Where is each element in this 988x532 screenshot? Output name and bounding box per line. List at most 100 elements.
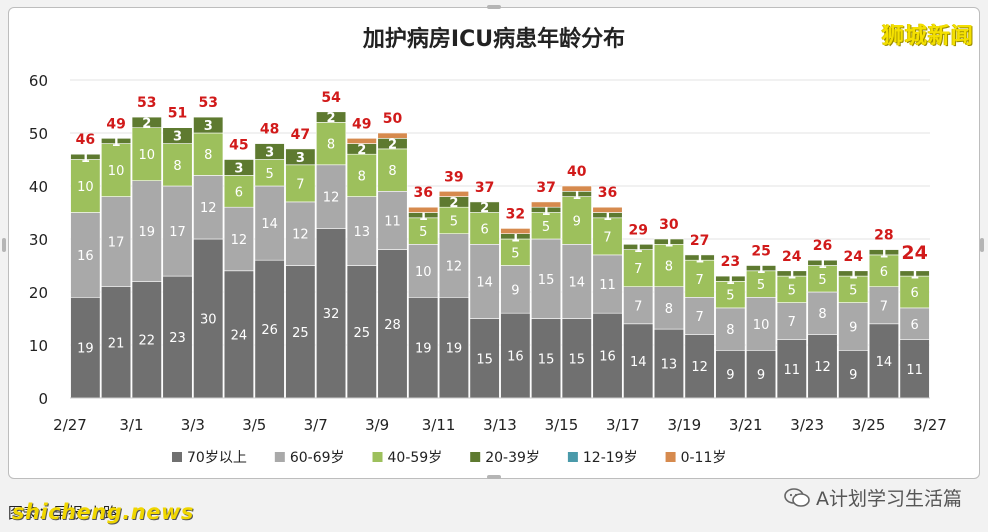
y-tick-label: 40 [29, 178, 48, 196]
total-value-label: 49 [106, 116, 125, 132]
x-tick-label: 3/27 [913, 416, 947, 434]
bar-segment [377, 132, 408, 139]
total-value-label: 26 [813, 238, 832, 254]
y-tick-label: 10 [29, 337, 48, 355]
segment-value-label: 13 [354, 225, 371, 240]
bar-segment [561, 318, 592, 399]
segment-value-label: 3 [296, 151, 305, 166]
total-value-label: 36 [598, 185, 617, 201]
bar-segment [285, 148, 316, 166]
bar-segment [254, 143, 285, 160]
bar-segment [162, 275, 193, 399]
bar-segment [469, 212, 500, 245]
segment-value-label: 16 [599, 350, 616, 365]
x-tick-label: 3/19 [667, 416, 701, 434]
total-value-label: 27 [690, 233, 709, 249]
segment-value-label: 5 [726, 289, 734, 304]
segment-value-label: 17 [108, 236, 125, 251]
total-value-label: 24 [782, 249, 802, 265]
total-value-label: 47 [291, 127, 310, 143]
bar-segment [807, 291, 838, 335]
segment-value-label: 9 [573, 214, 581, 229]
bar-segment [653, 286, 684, 330]
brand-logo-text: 狮城新闻 [881, 24, 974, 49]
wechat-account: A计划学习生活篇 [784, 484, 962, 511]
bar-segment [715, 281, 746, 309]
bar-segment [346, 153, 377, 197]
segment-value-label: 6 [911, 286, 919, 301]
segment-value-label: 1 [634, 241, 643, 256]
total-value-label: 40 [567, 164, 587, 180]
legend-label: 40-59岁 [388, 450, 443, 466]
segment-value-label: 25 [354, 326, 371, 341]
resize-handle-bottom[interactable] [487, 475, 501, 479]
segment-value-label: 9 [849, 368, 857, 383]
segment-value-label: 8 [726, 323, 734, 338]
bar-segment [684, 296, 715, 335]
bar-segment [561, 185, 592, 192]
segment-value-label: 2 [480, 201, 489, 216]
segment-value-label: 11 [784, 363, 801, 378]
bar-segment [193, 238, 224, 399]
bar-segment [131, 116, 162, 128]
bar-segment [592, 254, 623, 314]
segment-value-label: 12 [323, 191, 340, 206]
total-value-label: 50 [383, 111, 403, 127]
segment-value-label: 7 [788, 315, 796, 330]
bar-segment [776, 270, 807, 277]
total-value-label: 23 [721, 254, 740, 270]
resize-handle-left[interactable] [2, 238, 6, 252]
segment-value-label: 7 [880, 299, 888, 314]
total-value-label: 36 [413, 185, 432, 201]
icu-age-chart: 加护病房ICU病患年龄分布010203040506019161014621171… [29, 26, 947, 466]
segment-value-label: 5 [266, 167, 274, 182]
total-value-label: 29 [628, 222, 647, 238]
legend-label: 0-11岁 [681, 450, 727, 466]
segment-value-label: 8 [665, 260, 673, 275]
bar-segment [438, 191, 469, 197]
bar-segment [500, 238, 531, 266]
resize-handle-top[interactable] [487, 5, 501, 9]
total-value-label: 51 [168, 106, 187, 122]
site-watermark: shicheng.news [12, 500, 194, 524]
bar-segment [684, 254, 715, 261]
bar-segment [131, 127, 162, 181]
segment-value-label: 10 [108, 164, 125, 179]
segment-value-label: 2 [449, 196, 458, 211]
segment-value-label: 1 [849, 267, 858, 282]
segment-value-label: 9 [757, 368, 765, 383]
total-value-label: 53 [198, 95, 217, 111]
segment-value-label: 10 [77, 180, 94, 195]
segment-value-label: 8 [818, 307, 826, 322]
segment-value-label: 15 [569, 352, 586, 367]
total-value-label: 48 [260, 122, 279, 138]
legend-swatch [274, 452, 285, 462]
segment-value-label: 8 [204, 148, 212, 163]
segment-value-label: 14 [569, 275, 586, 290]
segment-value-label: 8 [173, 159, 181, 174]
segment-value-label: 22 [139, 334, 156, 349]
total-value-label: 45 [229, 138, 248, 154]
legend-swatch [172, 452, 182, 462]
segment-value-label: 7 [696, 273, 704, 288]
segment-value-label: 13 [661, 358, 678, 373]
y-tick-label: 0 [38, 390, 48, 408]
segment-value-label: 7 [296, 177, 304, 192]
segment-value-label: 12 [292, 228, 309, 243]
bar-segment [408, 206, 439, 213]
segment-value-label: 1 [603, 209, 612, 224]
segment-value-label: 1 [81, 151, 90, 166]
y-tick-label: 20 [29, 284, 48, 302]
segment-value-label: 1 [787, 267, 796, 282]
segment-value-label: 6 [911, 318, 919, 333]
segment-value-label: 11 [906, 363, 923, 378]
legend-label: 12-19岁 [583, 450, 638, 466]
segment-value-label: 1 [112, 135, 121, 150]
bar-segment [162, 127, 193, 144]
segment-value-label: 5 [542, 220, 550, 235]
segment-value-label: 1 [511, 230, 520, 245]
bar-segment [592, 206, 623, 213]
segment-value-label: 15 [538, 352, 555, 367]
resize-handle-right[interactable] [980, 238, 984, 252]
segment-value-label: 28 [384, 318, 401, 333]
